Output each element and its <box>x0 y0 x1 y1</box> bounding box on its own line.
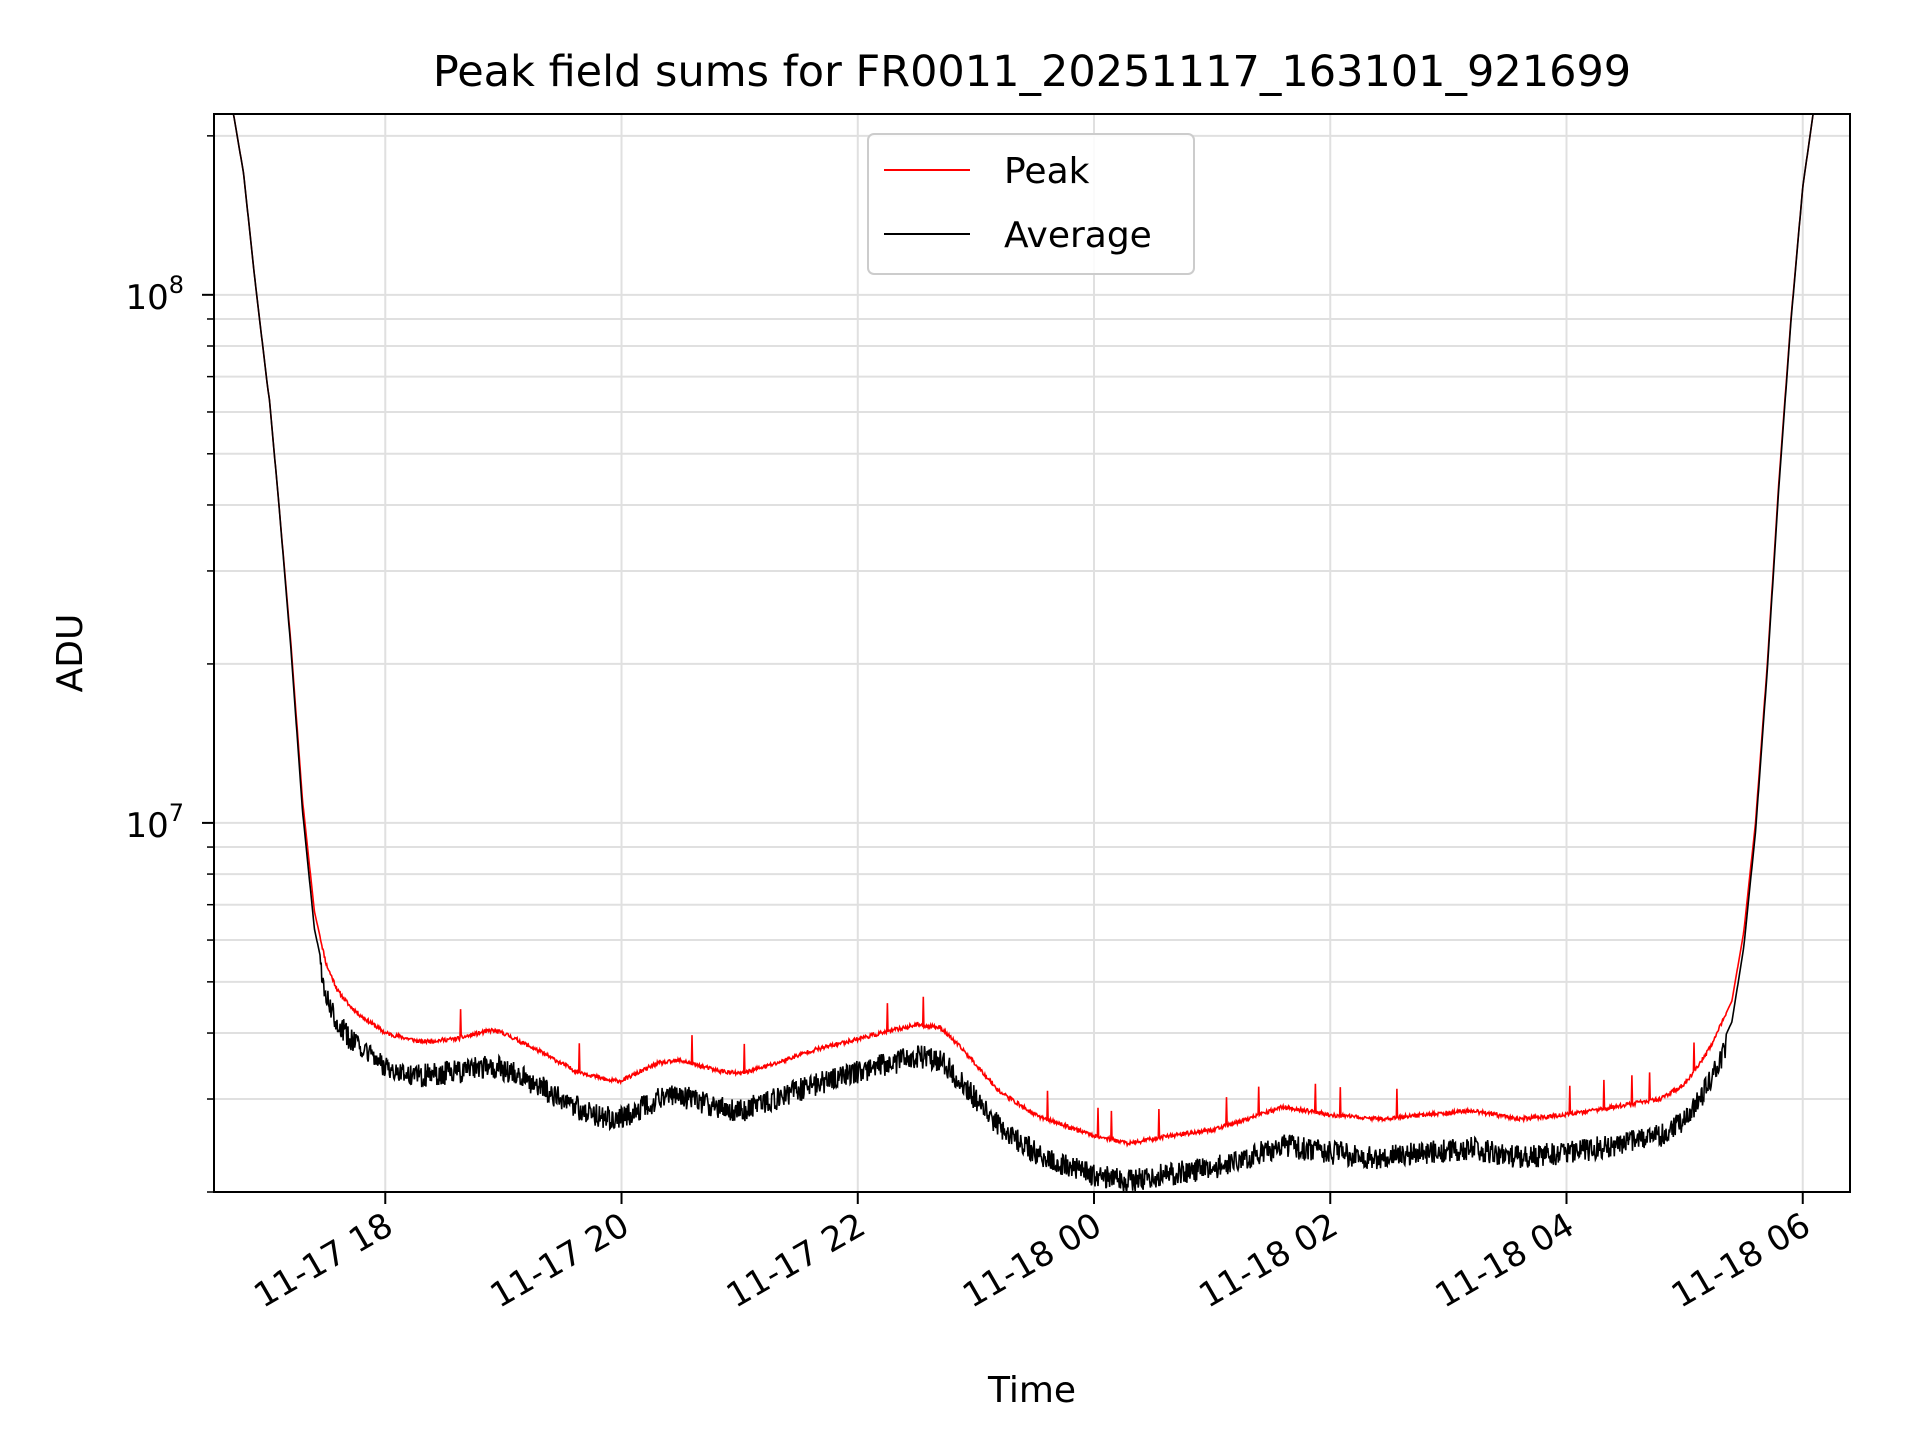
x-tick-label: 11-18 00 <box>956 1205 1108 1316</box>
plot-frame <box>213 113 1851 1193</box>
grid-layer <box>214 114 1850 1193</box>
x-tick-label: 11-18 04 <box>1429 1205 1581 1316</box>
x-axis-label: Time <box>987 1370 1076 1411</box>
legend: Peak Average <box>867 133 1195 275</box>
axis-layer: 107 108 11-17 18 11-17 20 11-17 22 11-18 00 11… <box>125 135 1817 1316</box>
x-tick-label: 11-17 18 <box>247 1205 399 1316</box>
series-layer <box>232 114 1814 1192</box>
x-tick-label: 11-17 20 <box>484 1205 636 1316</box>
legend-peak-label: Peak <box>1004 151 1090 192</box>
legend-average-label: Average <box>1004 215 1152 256</box>
series-line-peak <box>232 114 1814 1148</box>
chart-title: Peak field sums for FR0011_20251117_1631… <box>433 47 1631 97</box>
x-tick-label: 11-18 02 <box>1192 1205 1344 1316</box>
x-tick-label: 11-18 06 <box>1665 1205 1817 1316</box>
y-axis-label: ADU <box>50 614 91 693</box>
x-tick-label: 11-17 22 <box>720 1205 872 1316</box>
y-tick-label: 107 <box>125 799 184 846</box>
y-tick-label: 108 <box>125 271 184 318</box>
series-line-average <box>232 114 1814 1192</box>
